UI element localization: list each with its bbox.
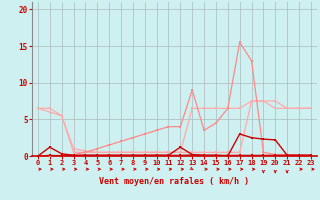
X-axis label: Vent moyen/en rafales ( km/h ): Vent moyen/en rafales ( km/h ) [100, 177, 249, 186]
